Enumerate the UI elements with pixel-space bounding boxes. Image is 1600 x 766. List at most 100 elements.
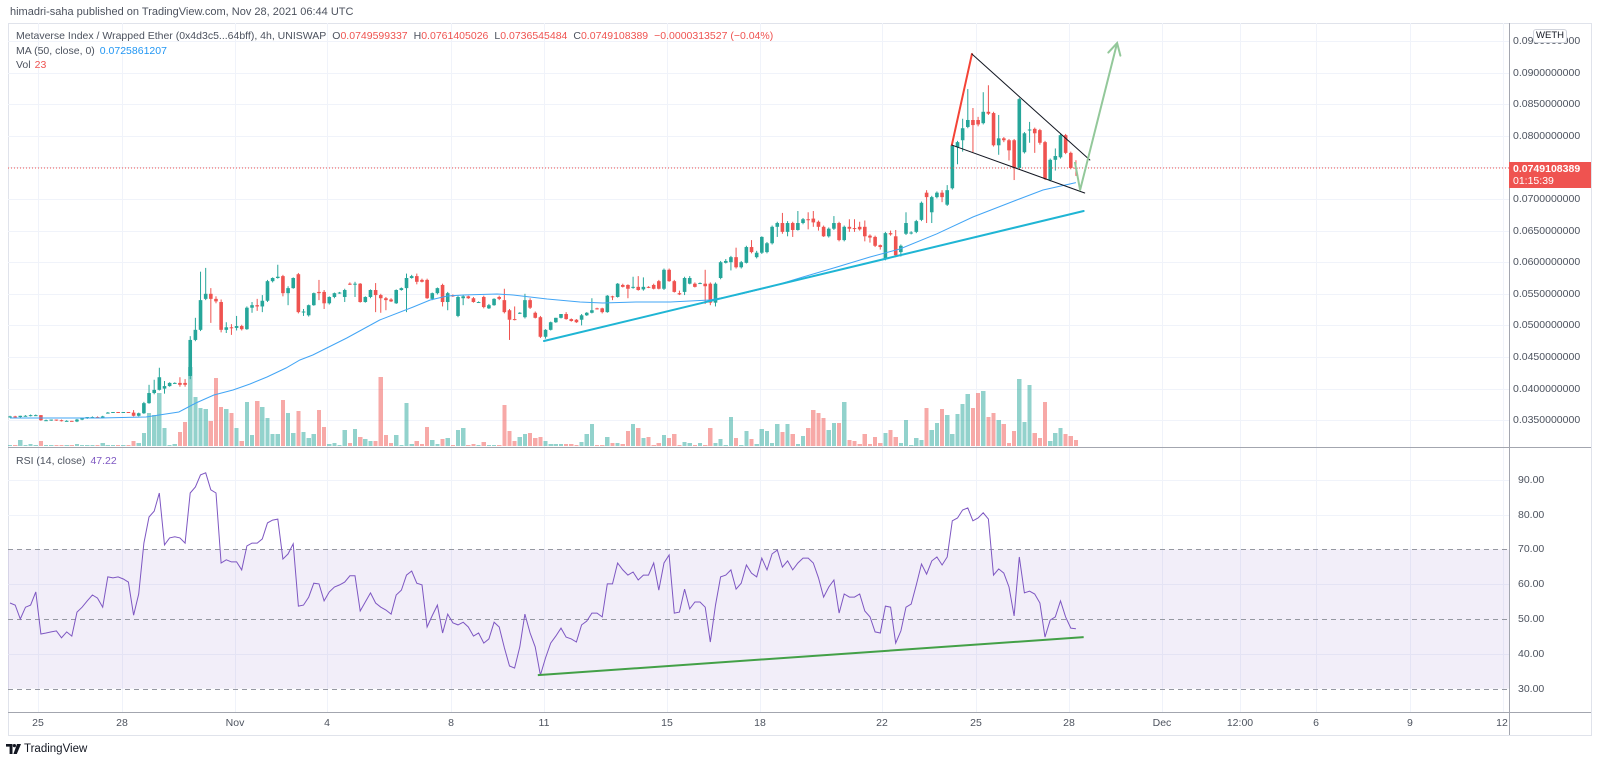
candle bbox=[631, 276, 635, 289]
volume-bar bbox=[1073, 439, 1079, 446]
price-axis-scale[interactable]: 0.09500000000.09000000000.08500000000.08… bbox=[1509, 23, 1591, 447]
candle-body bbox=[111, 411, 115, 413]
volume-bar bbox=[821, 418, 826, 446]
candle bbox=[471, 296, 476, 303]
volume-bar bbox=[450, 444, 455, 446]
candle bbox=[533, 311, 538, 319]
candle bbox=[754, 250, 759, 259]
time-axis-label: Nov bbox=[225, 717, 245, 729]
candle-body bbox=[723, 260, 728, 263]
candle bbox=[569, 318, 574, 322]
candle-body bbox=[873, 236, 877, 246]
candle-body bbox=[806, 219, 810, 221]
volume-bar bbox=[445, 438, 450, 446]
volume-bar bbox=[13, 444, 18, 446]
volume-bar bbox=[1068, 435, 1073, 446]
candle-body bbox=[270, 278, 275, 282]
candle-body bbox=[1027, 129, 1032, 131]
tradingview-logo-link[interactable]: TradingView bbox=[6, 741, 87, 757]
candle bbox=[801, 217, 805, 225]
candle-body bbox=[275, 276, 280, 279]
volume-bar bbox=[430, 439, 435, 446]
price-axis-label: 0.0800000000 bbox=[1513, 129, 1581, 142]
rsi-legend-row[interactable]: RSI (14, close) 47.22 bbox=[16, 454, 117, 468]
candle bbox=[512, 306, 517, 321]
candle bbox=[157, 367, 162, 391]
legend-ma-row[interactable]: MA (50, close, 0) 0.0725861207 bbox=[16, 44, 773, 59]
volume-bar bbox=[955, 413, 960, 446]
candle bbox=[641, 277, 646, 291]
candle bbox=[59, 419, 64, 422]
volume-bar bbox=[950, 433, 955, 446]
volume-bar bbox=[831, 423, 837, 446]
candle bbox=[554, 317, 558, 323]
price-axis-label: 0.0400000000 bbox=[1513, 382, 1581, 395]
candle-body bbox=[698, 283, 702, 285]
candle bbox=[945, 185, 949, 206]
candle bbox=[172, 382, 177, 384]
volume-bar bbox=[733, 438, 739, 446]
candle-body bbox=[456, 296, 460, 316]
candle-body bbox=[935, 192, 939, 198]
candle-body bbox=[801, 219, 805, 224]
candle bbox=[729, 255, 733, 271]
volume-bar bbox=[682, 442, 687, 446]
candle bbox=[487, 303, 491, 309]
candle-body bbox=[760, 236, 764, 253]
candle-body bbox=[636, 286, 641, 291]
candle bbox=[1043, 140, 1047, 181]
candle-body bbox=[878, 245, 883, 248]
volume-bar bbox=[564, 443, 569, 446]
time-axis-scale[interactable]: 25 28 Nov 4 8 11 15 18 22 25 28 Dec 12:00 6 9 12 bbox=[8, 712, 1509, 735]
volume-bar bbox=[476, 444, 481, 446]
candle bbox=[23, 415, 28, 417]
candle-body bbox=[826, 228, 831, 237]
candle bbox=[657, 279, 661, 290]
candle bbox=[523, 293, 527, 319]
candle bbox=[296, 272, 301, 314]
candle-body bbox=[214, 298, 218, 302]
legend-volume-row[interactable]: Vol 23 bbox=[16, 58, 773, 73]
ma50-line bbox=[10, 182, 1077, 419]
candlesticks bbox=[8, 85, 1078, 423]
candle-body bbox=[404, 278, 409, 289]
candle-body bbox=[693, 283, 697, 287]
candle bbox=[790, 221, 795, 237]
candle bbox=[193, 317, 198, 342]
volume-bar bbox=[548, 443, 553, 446]
candle bbox=[317, 279, 321, 301]
ohlc-low-key: L bbox=[494, 30, 501, 42]
drawings bbox=[543, 41, 1122, 343]
candle bbox=[28, 414, 33, 417]
candle-body bbox=[919, 202, 924, 220]
last-price-label: 0.0749108389 01:15:39 bbox=[1509, 162, 1591, 188]
volume-bar bbox=[986, 417, 991, 446]
candle-body bbox=[713, 283, 718, 303]
volume-bar bbox=[28, 443, 33, 446]
candle-body bbox=[554, 317, 558, 323]
candle-body bbox=[584, 312, 589, 316]
volume-bar bbox=[672, 433, 677, 446]
volume-bar bbox=[141, 433, 146, 446]
candle-body bbox=[574, 319, 579, 323]
candle-body bbox=[1007, 140, 1011, 151]
volume-bar bbox=[291, 433, 296, 446]
candle-body bbox=[646, 286, 651, 288]
candle bbox=[584, 312, 589, 316]
ma-value: 0.0725861207 bbox=[99, 44, 167, 57]
candle bbox=[919, 201, 924, 222]
candle-body bbox=[955, 142, 960, 148]
candle bbox=[476, 301, 481, 304]
volume-bar bbox=[90, 444, 95, 446]
volume-bar bbox=[327, 443, 332, 446]
candle-body bbox=[765, 243, 769, 253]
volume-bar bbox=[651, 444, 656, 446]
candle bbox=[255, 298, 259, 311]
rsi-axis-scale[interactable]: 90.00 80.00 70.00 60.00 50.00 40.00 30.00 bbox=[1509, 447, 1591, 712]
last-price-value: 0.0749108389 bbox=[1513, 163, 1581, 175]
legend-series-row[interactable]: Metaverse Index / Wrapped Ether (0x4d3c5… bbox=[16, 29, 773, 44]
volume-bar bbox=[816, 413, 821, 446]
candle bbox=[734, 247, 738, 269]
price-pane-layer bbox=[8, 41, 1509, 446]
volume-bar bbox=[110, 445, 116, 446]
